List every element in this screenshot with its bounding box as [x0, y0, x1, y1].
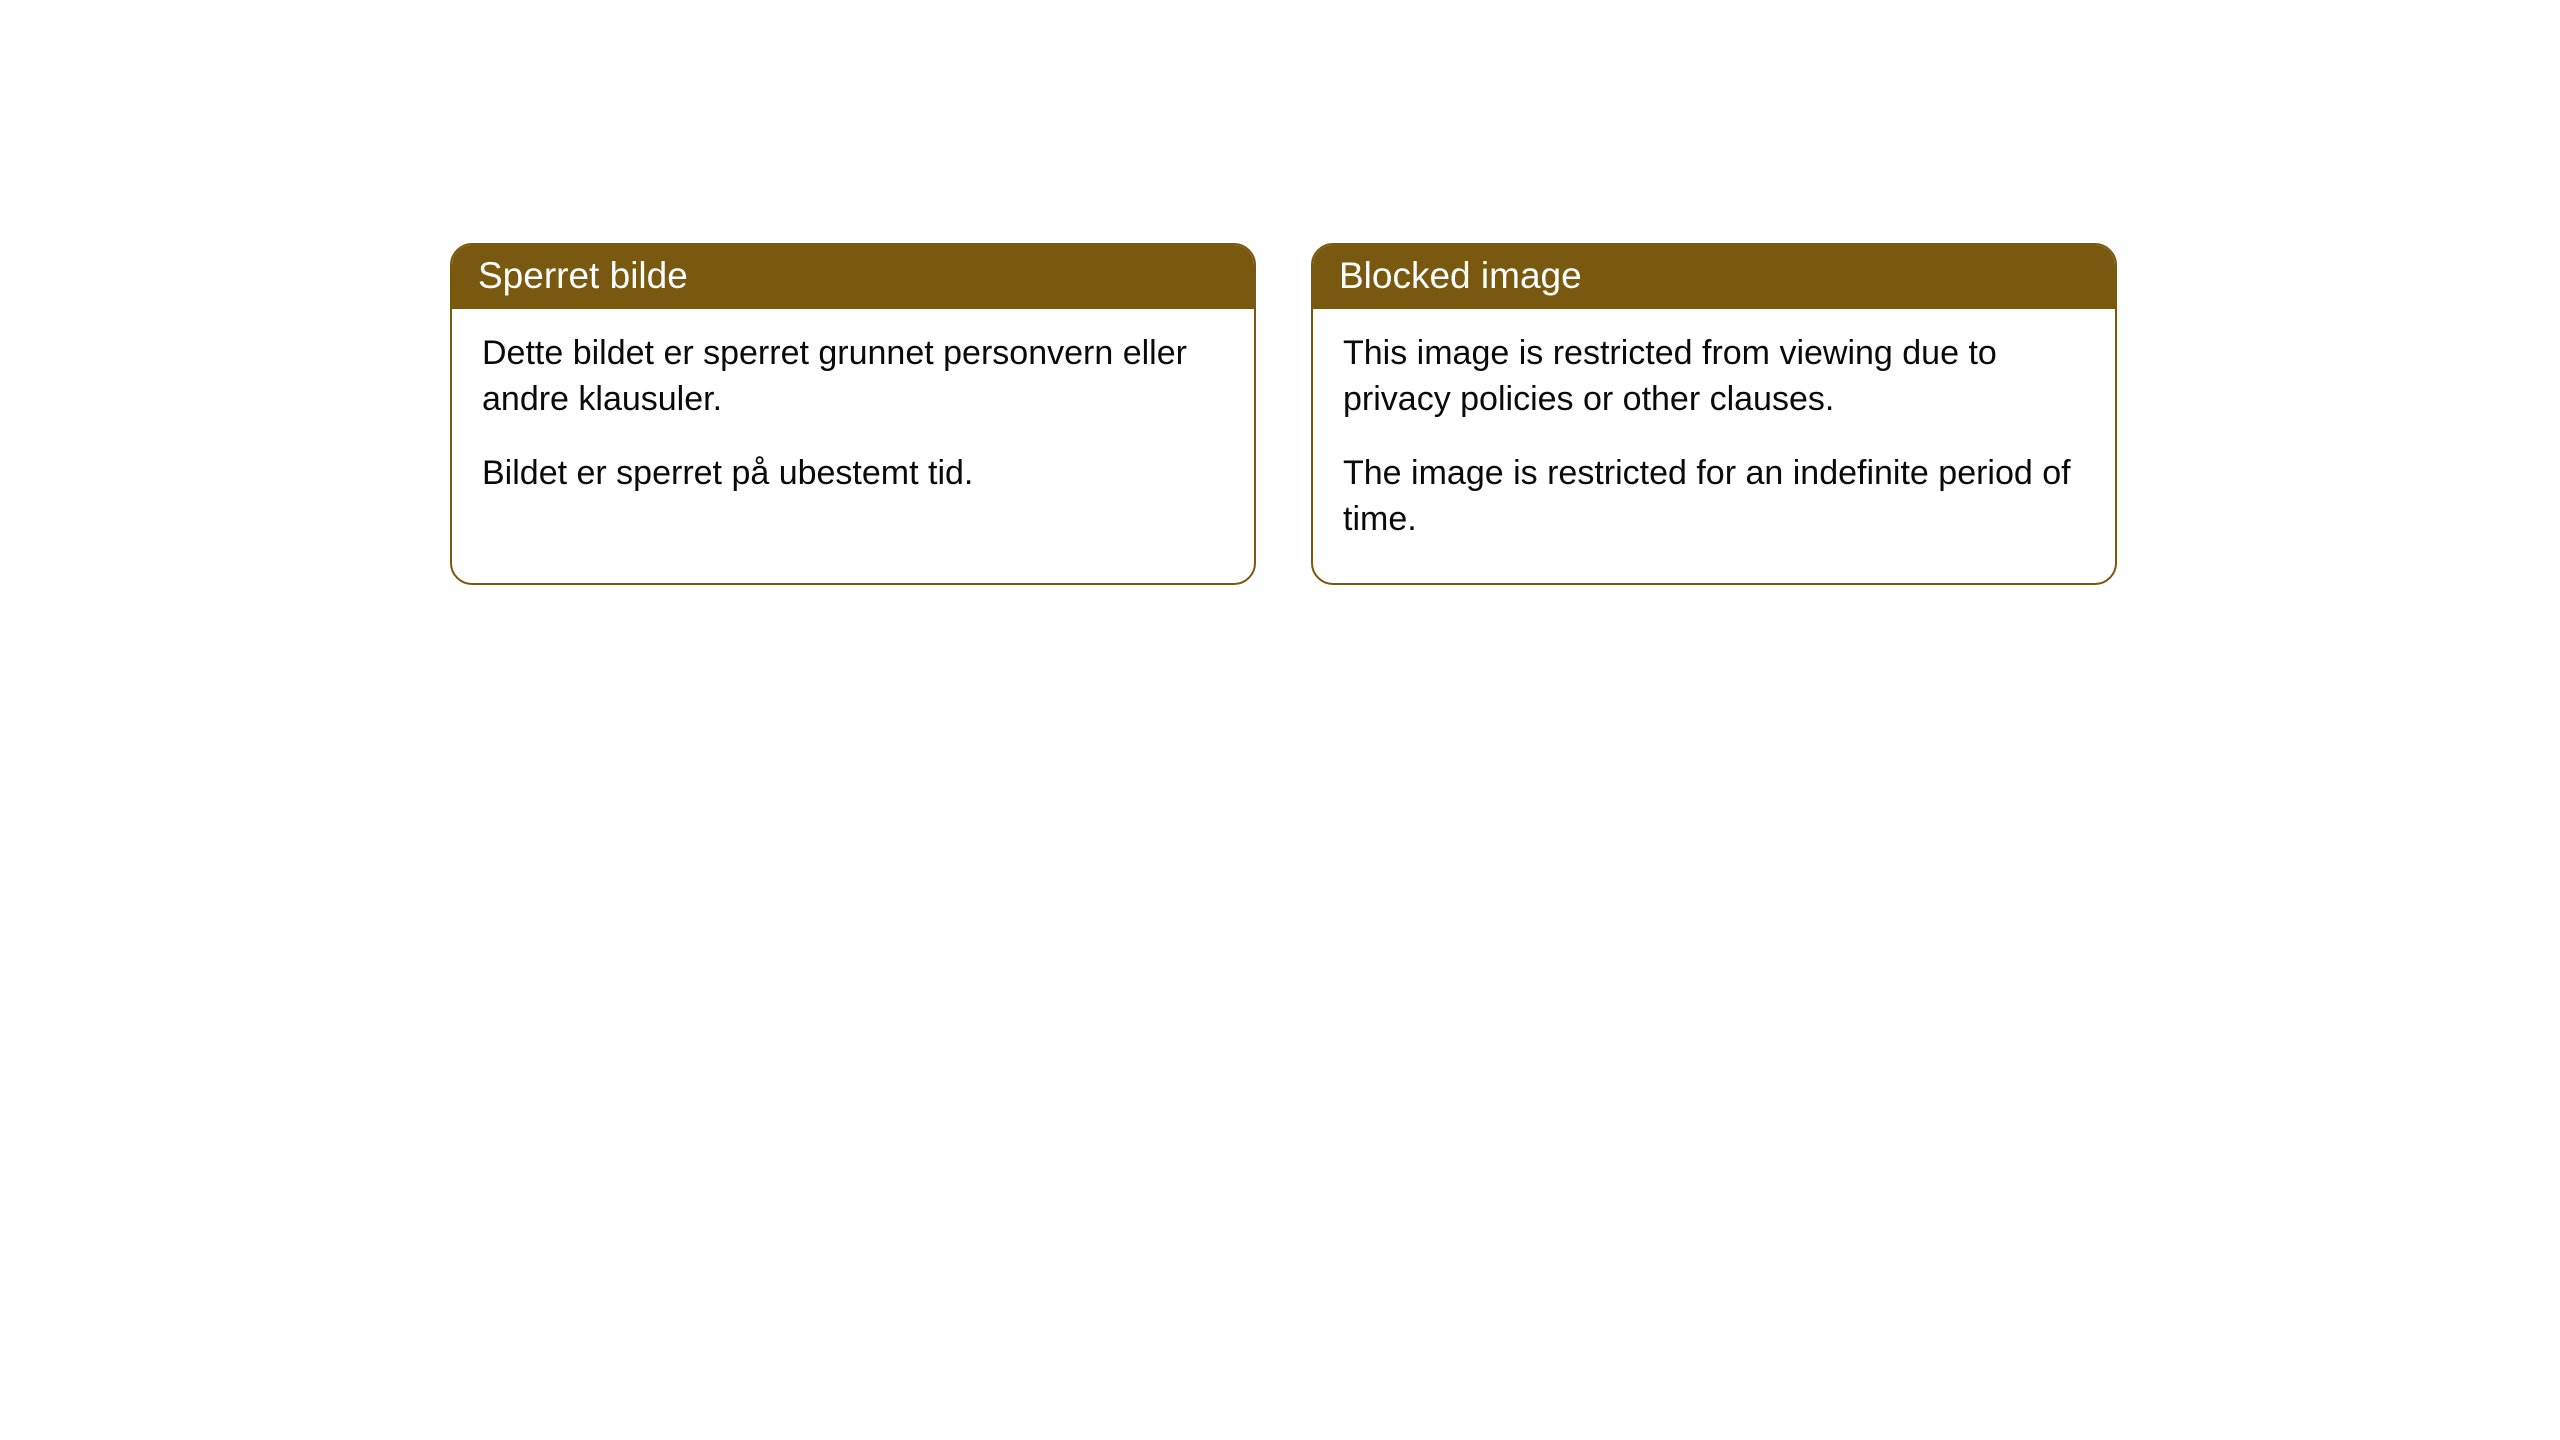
notice-card-english: Blocked image This image is restricted f… [1311, 243, 2117, 585]
card-body-norwegian: Dette bildet er sperret grunnet personve… [452, 309, 1254, 537]
card-header-english: Blocked image [1313, 245, 2115, 309]
notice-cards-container: Sperret bilde Dette bildet er sperret gr… [450, 243, 2117, 585]
card-title: Sperret bilde [478, 255, 688, 296]
card-title: Blocked image [1339, 255, 1582, 296]
card-paragraph: The image is restricted for an indefinit… [1343, 451, 2085, 543]
card-paragraph: Dette bildet er sperret grunnet personve… [482, 331, 1224, 423]
card-header-norwegian: Sperret bilde [452, 245, 1254, 309]
card-paragraph: Bildet er sperret på ubestemt tid. [482, 451, 1224, 497]
card-paragraph: This image is restricted from viewing du… [1343, 331, 2085, 423]
notice-card-norwegian: Sperret bilde Dette bildet er sperret gr… [450, 243, 1256, 585]
card-body-english: This image is restricted from viewing du… [1313, 309, 2115, 583]
